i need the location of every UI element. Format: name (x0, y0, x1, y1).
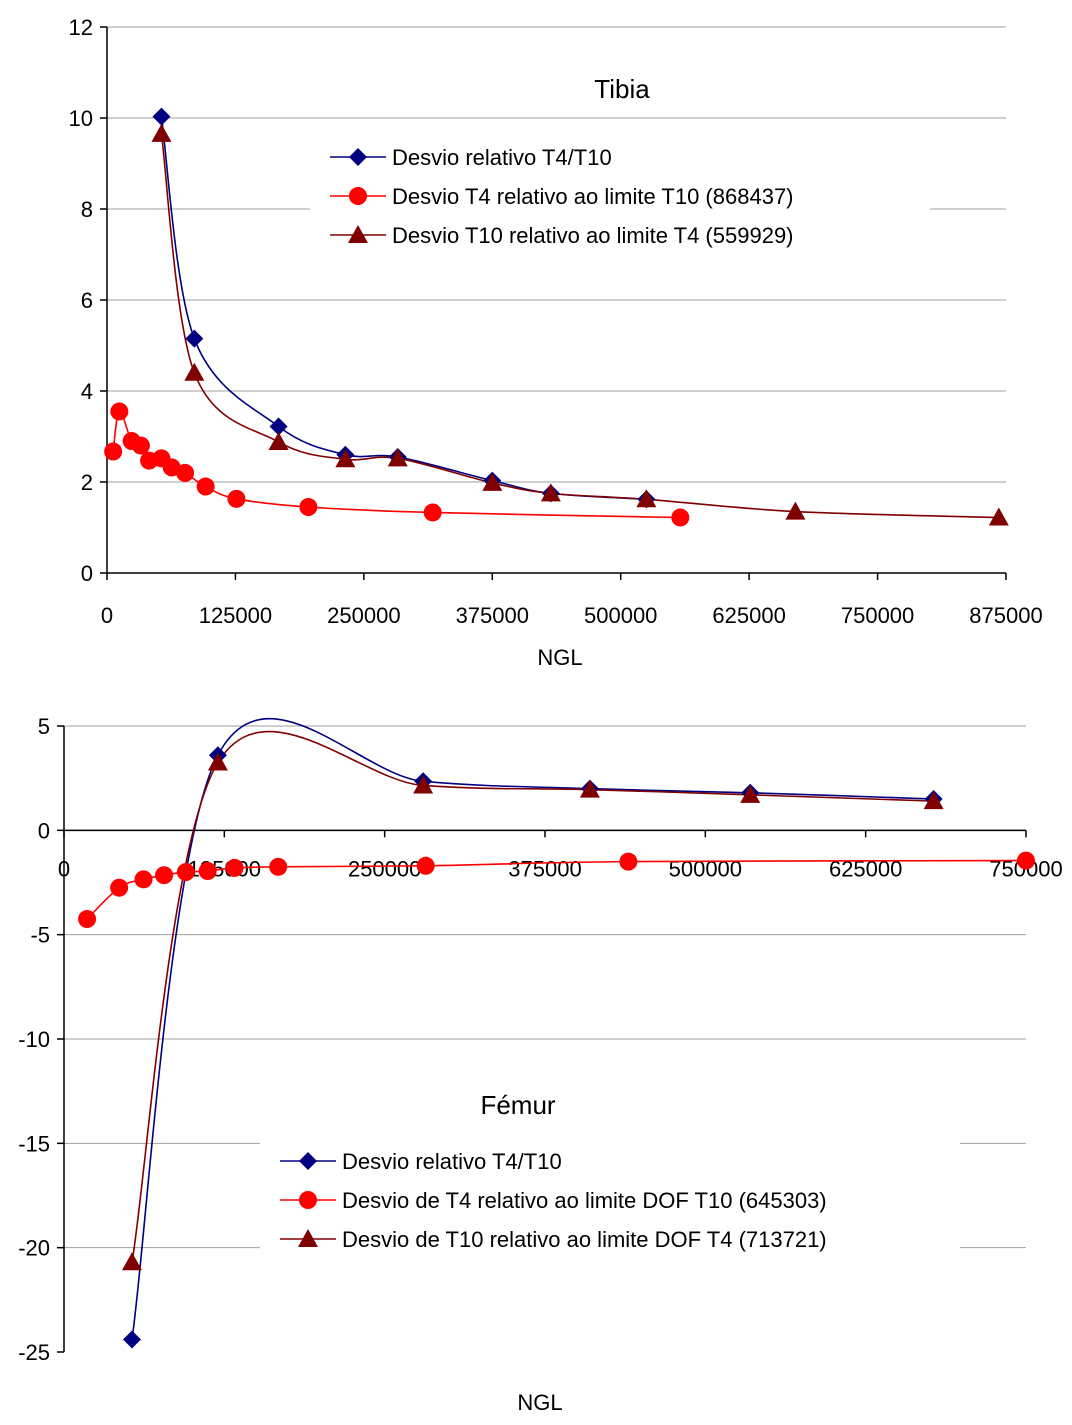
data-point (185, 329, 204, 348)
x-tick-label: 125000 (199, 603, 272, 628)
data-point (225, 858, 244, 877)
legend-label: Desvio relativo T4/T10 (342, 1149, 562, 1174)
chart-title: Tibia (594, 74, 650, 104)
legend-label: Desvio relativo T4/T10 (392, 145, 612, 170)
legend-marker (348, 225, 368, 243)
data-point (78, 910, 97, 929)
data-point (176, 463, 195, 482)
y-tick-label: 0 (81, 561, 93, 586)
data-point (196, 477, 215, 496)
y-tick-label: 10 (69, 106, 93, 131)
data-point (110, 402, 129, 421)
data-point (299, 498, 318, 517)
data-point (198, 862, 217, 881)
data-point (104, 442, 123, 461)
data-point (540, 483, 561, 502)
x-tick-label: 500000 (669, 856, 742, 881)
x-tick-label: 375000 (508, 856, 581, 881)
x-tick-label: 375000 (456, 603, 529, 628)
data-point (227, 489, 246, 508)
data-point (923, 791, 944, 810)
data-point (269, 417, 288, 436)
x-tick-label: 875000 (969, 603, 1042, 628)
legend-marker (299, 1191, 317, 1209)
data-point (579, 779, 600, 798)
data-point (335, 449, 356, 468)
y-tick-label: 5 (38, 714, 50, 739)
data-point (121, 1252, 142, 1271)
y-tick-label: -10 (18, 1027, 50, 1052)
data-point (671, 508, 690, 527)
data-point (387, 448, 408, 467)
data-point (988, 507, 1009, 526)
y-tick-label: 6 (81, 288, 93, 313)
tibia-chart: 0 2 4 6 8 10 12 0 125000 250000 375000 500000 625000… (69, 15, 1043, 670)
legend-label: Desvio T10 relativo ao limite T4 (559929… (392, 223, 794, 248)
legend-label: Desvio de T10 relativo ao limite DOF T4 … (342, 1227, 827, 1252)
x-tick-label: 250000 (327, 603, 400, 628)
x-tick-label: 0 (58, 856, 70, 881)
data-point (413, 775, 434, 794)
x-axis-title: NGL (537, 645, 582, 670)
y-tick-label: 4 (81, 379, 93, 404)
x-tick-label: 0 (101, 603, 113, 628)
data-point (740, 784, 761, 803)
data-point (1017, 851, 1035, 870)
x-tick-label: 500000 (584, 603, 657, 628)
data-point (482, 472, 503, 491)
data-point (269, 857, 288, 876)
y-tick-label: 12 (69, 15, 93, 40)
data-point (207, 752, 228, 771)
legend-label: Desvio T4 relativo ao limite T10 (868437… (392, 184, 794, 209)
data-point (152, 107, 171, 126)
y-tick-label: 8 (81, 197, 93, 222)
y-tick-label: -25 (18, 1340, 50, 1365)
data-point (785, 501, 806, 520)
data-point (268, 431, 289, 450)
x-tick-label: 625000 (712, 603, 785, 628)
y-tick-label: -5 (30, 923, 50, 948)
data-point (155, 866, 174, 885)
data-point (122, 1330, 141, 1349)
data-point (619, 852, 638, 871)
y-tick-label: 2 (81, 470, 93, 495)
data-point (416, 856, 435, 875)
data-point (423, 503, 442, 522)
data-point (176, 863, 195, 882)
x-tick-label: 750000 (841, 603, 914, 628)
legend-background (310, 130, 930, 252)
legend-label: Desvio de T4 relativo ao limite DOF T10 … (342, 1188, 827, 1213)
data-point (184, 362, 205, 381)
series-line (160, 133, 999, 519)
data-point (151, 123, 172, 142)
data-point (110, 878, 129, 897)
y-tick-label: -20 (18, 1236, 50, 1261)
y-tick-label: -15 (18, 1131, 50, 1156)
data-point (134, 870, 153, 889)
legend-marker (299, 1152, 317, 1170)
legend-background (260, 1133, 960, 1257)
data-point (131, 436, 150, 455)
legend-marker (298, 1229, 318, 1247)
chart-title: Fémur (480, 1090, 555, 1120)
legend-marker (349, 148, 367, 166)
x-axis-title: NGL (517, 1390, 562, 1415)
legend-marker (349, 187, 367, 205)
y-tick-label: 0 (38, 818, 50, 843)
data-point (636, 489, 657, 508)
x-tick-label: 250000 (348, 856, 421, 881)
